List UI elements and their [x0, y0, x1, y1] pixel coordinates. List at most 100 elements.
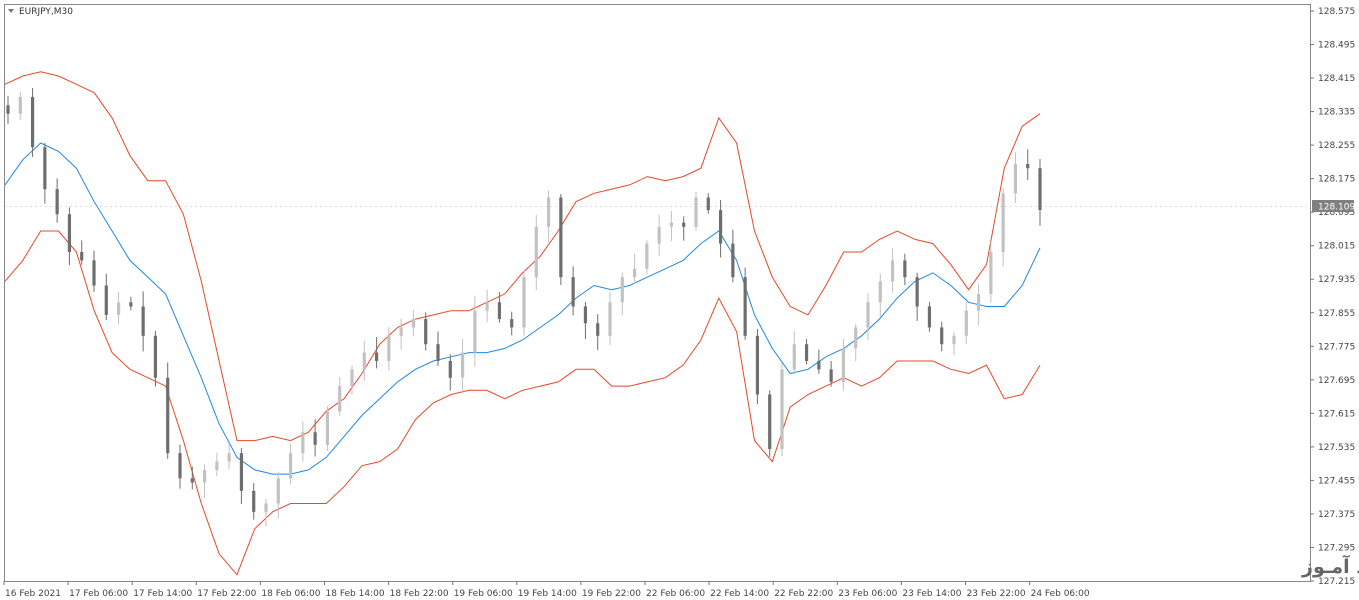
candle-body	[276, 478, 280, 504]
price-tick-label: 127.935	[1318, 275, 1355, 285]
candles	[6, 87, 1042, 527]
candle-body	[55, 189, 59, 215]
bollinger-line	[4, 71, 1041, 442]
candle-body	[1026, 163, 1030, 169]
candle-body	[608, 302, 612, 336]
candle-body	[436, 344, 440, 361]
price-tick-label: 128.095	[1318, 208, 1355, 218]
time-tick-label: 23 Feb 06:00	[838, 589, 897, 599]
candle-body	[1013, 163, 1018, 194]
time-tick-label: 18 Feb 06:00	[261, 589, 320, 599]
price-tick-label: 128.335	[1318, 108, 1355, 118]
candle-body	[264, 503, 268, 512]
candle-body	[989, 251, 993, 294]
price-tick-label: 128.575	[1318, 7, 1355, 17]
candle-body	[645, 243, 649, 269]
candle-body	[411, 319, 416, 328]
time-tick-label: 19 Feb 22:00	[582, 589, 641, 599]
candle-body	[620, 277, 624, 303]
price-tick-label: 128.255	[1318, 141, 1355, 151]
time-tick-label: 24 Feb 06:00	[1031, 589, 1090, 599]
time-tick-label: 19 Feb 06:00	[454, 589, 513, 599]
time-tick-label: 17 Feb 22:00	[197, 589, 256, 599]
candle-body	[743, 277, 747, 336]
price-tick-label: 128.175	[1318, 175, 1355, 185]
candle-body	[522, 277, 526, 328]
candle-body	[301, 432, 305, 454]
candle-body	[288, 453, 293, 479]
candle-body	[178, 453, 182, 479]
price-tick-label: 127.455	[1318, 476, 1355, 486]
candle-body	[497, 302, 502, 320]
candle-body	[866, 302, 870, 328]
time-tick-label: 22 Feb 14:00	[710, 589, 769, 599]
candle-body	[92, 260, 96, 286]
time-tick-label: 22 Feb 22:00	[774, 589, 833, 599]
candle-body	[583, 306, 588, 324]
candle-body	[817, 360, 821, 370]
candle-body	[915, 277, 919, 307]
candle-body	[374, 352, 379, 361]
candle-body	[718, 210, 723, 244]
candle-body	[841, 348, 846, 382]
price-tick-label: 127.535	[1318, 443, 1355, 453]
candle-body	[424, 319, 428, 345]
price-tick-label: 127.695	[1318, 376, 1355, 386]
candle-body	[313, 432, 317, 445]
current-price-box	[1312, 200, 1354, 212]
time-tick-label: 17 Feb 14:00	[133, 589, 192, 599]
candle-body	[546, 197, 551, 227]
candle-body	[202, 469, 207, 483]
candle-body	[768, 394, 772, 449]
price-tick-label: 127.295	[1318, 543, 1355, 553]
candle-body	[6, 105, 10, 114]
candle-body	[399, 327, 403, 336]
candle-body	[596, 323, 600, 336]
candle-body	[706, 197, 710, 211]
candle-body	[940, 327, 944, 345]
candle-body	[682, 222, 686, 227]
candle-body	[448, 360, 452, 378]
current-price-label: 128.109	[1312, 200, 1355, 213]
candle-body	[669, 222, 674, 227]
symbol-label: EURJPY,M30	[19, 7, 73, 17]
time-tick-label: 19 Feb 14:00	[518, 589, 577, 599]
candle-body	[559, 197, 563, 278]
candle-body	[362, 352, 366, 370]
time-tick-label: 22 Feb 06:00	[646, 589, 705, 599]
candle-body	[239, 453, 244, 491]
candle-body	[878, 281, 882, 303]
price-tick-label: 127.775	[1318, 342, 1355, 352]
candle-body	[387, 335, 391, 361]
candle-body	[780, 369, 784, 449]
price-axis[interactable]: 128.575 128.495 128.415 128.335 128.255 128.1…	[1310, 7, 1355, 587]
time-tick-label: 23 Feb 14:00	[902, 589, 961, 599]
candle-body	[632, 268, 637, 278]
time-tick-label: 18 Feb 22:00	[390, 589, 449, 599]
candle-body	[755, 335, 760, 395]
time-tick-label: 17 Feb 06:00	[69, 589, 128, 599]
candle-body	[657, 226, 661, 244]
candle-body	[731, 243, 735, 278]
candle-body	[792, 344, 796, 370]
time-tick-label: 18 Feb 14:00	[326, 589, 385, 599]
candle-body	[1001, 193, 1005, 252]
time-axis[interactable]: 16 Feb 2021 17 Feb 06:00 17 Feb 14:00 17 Fe…	[3, 581, 1090, 599]
price-tick-label: 128.015	[1318, 242, 1355, 252]
candle-body	[964, 310, 968, 336]
candle-body	[141, 306, 145, 336]
plot-frame	[4, 4, 1311, 582]
candle-body	[890, 260, 895, 282]
candle-body	[80, 251, 84, 261]
time-tick-label: 16 Feb 2021	[5, 589, 61, 599]
candle-body	[976, 293, 981, 311]
candle-body	[952, 335, 956, 345]
collapse-icon[interactable]	[8, 9, 14, 13]
candle-body	[510, 319, 514, 328]
candle-body	[694, 197, 698, 227]
time-tick-label: 23 Feb 22:00	[967, 589, 1026, 599]
current-price-text: 128.109	[1318, 203, 1355, 213]
watermark: انتشار در وبسایت سـود آمـوز	[1301, 554, 1359, 578]
candle-body	[485, 302, 489, 311]
